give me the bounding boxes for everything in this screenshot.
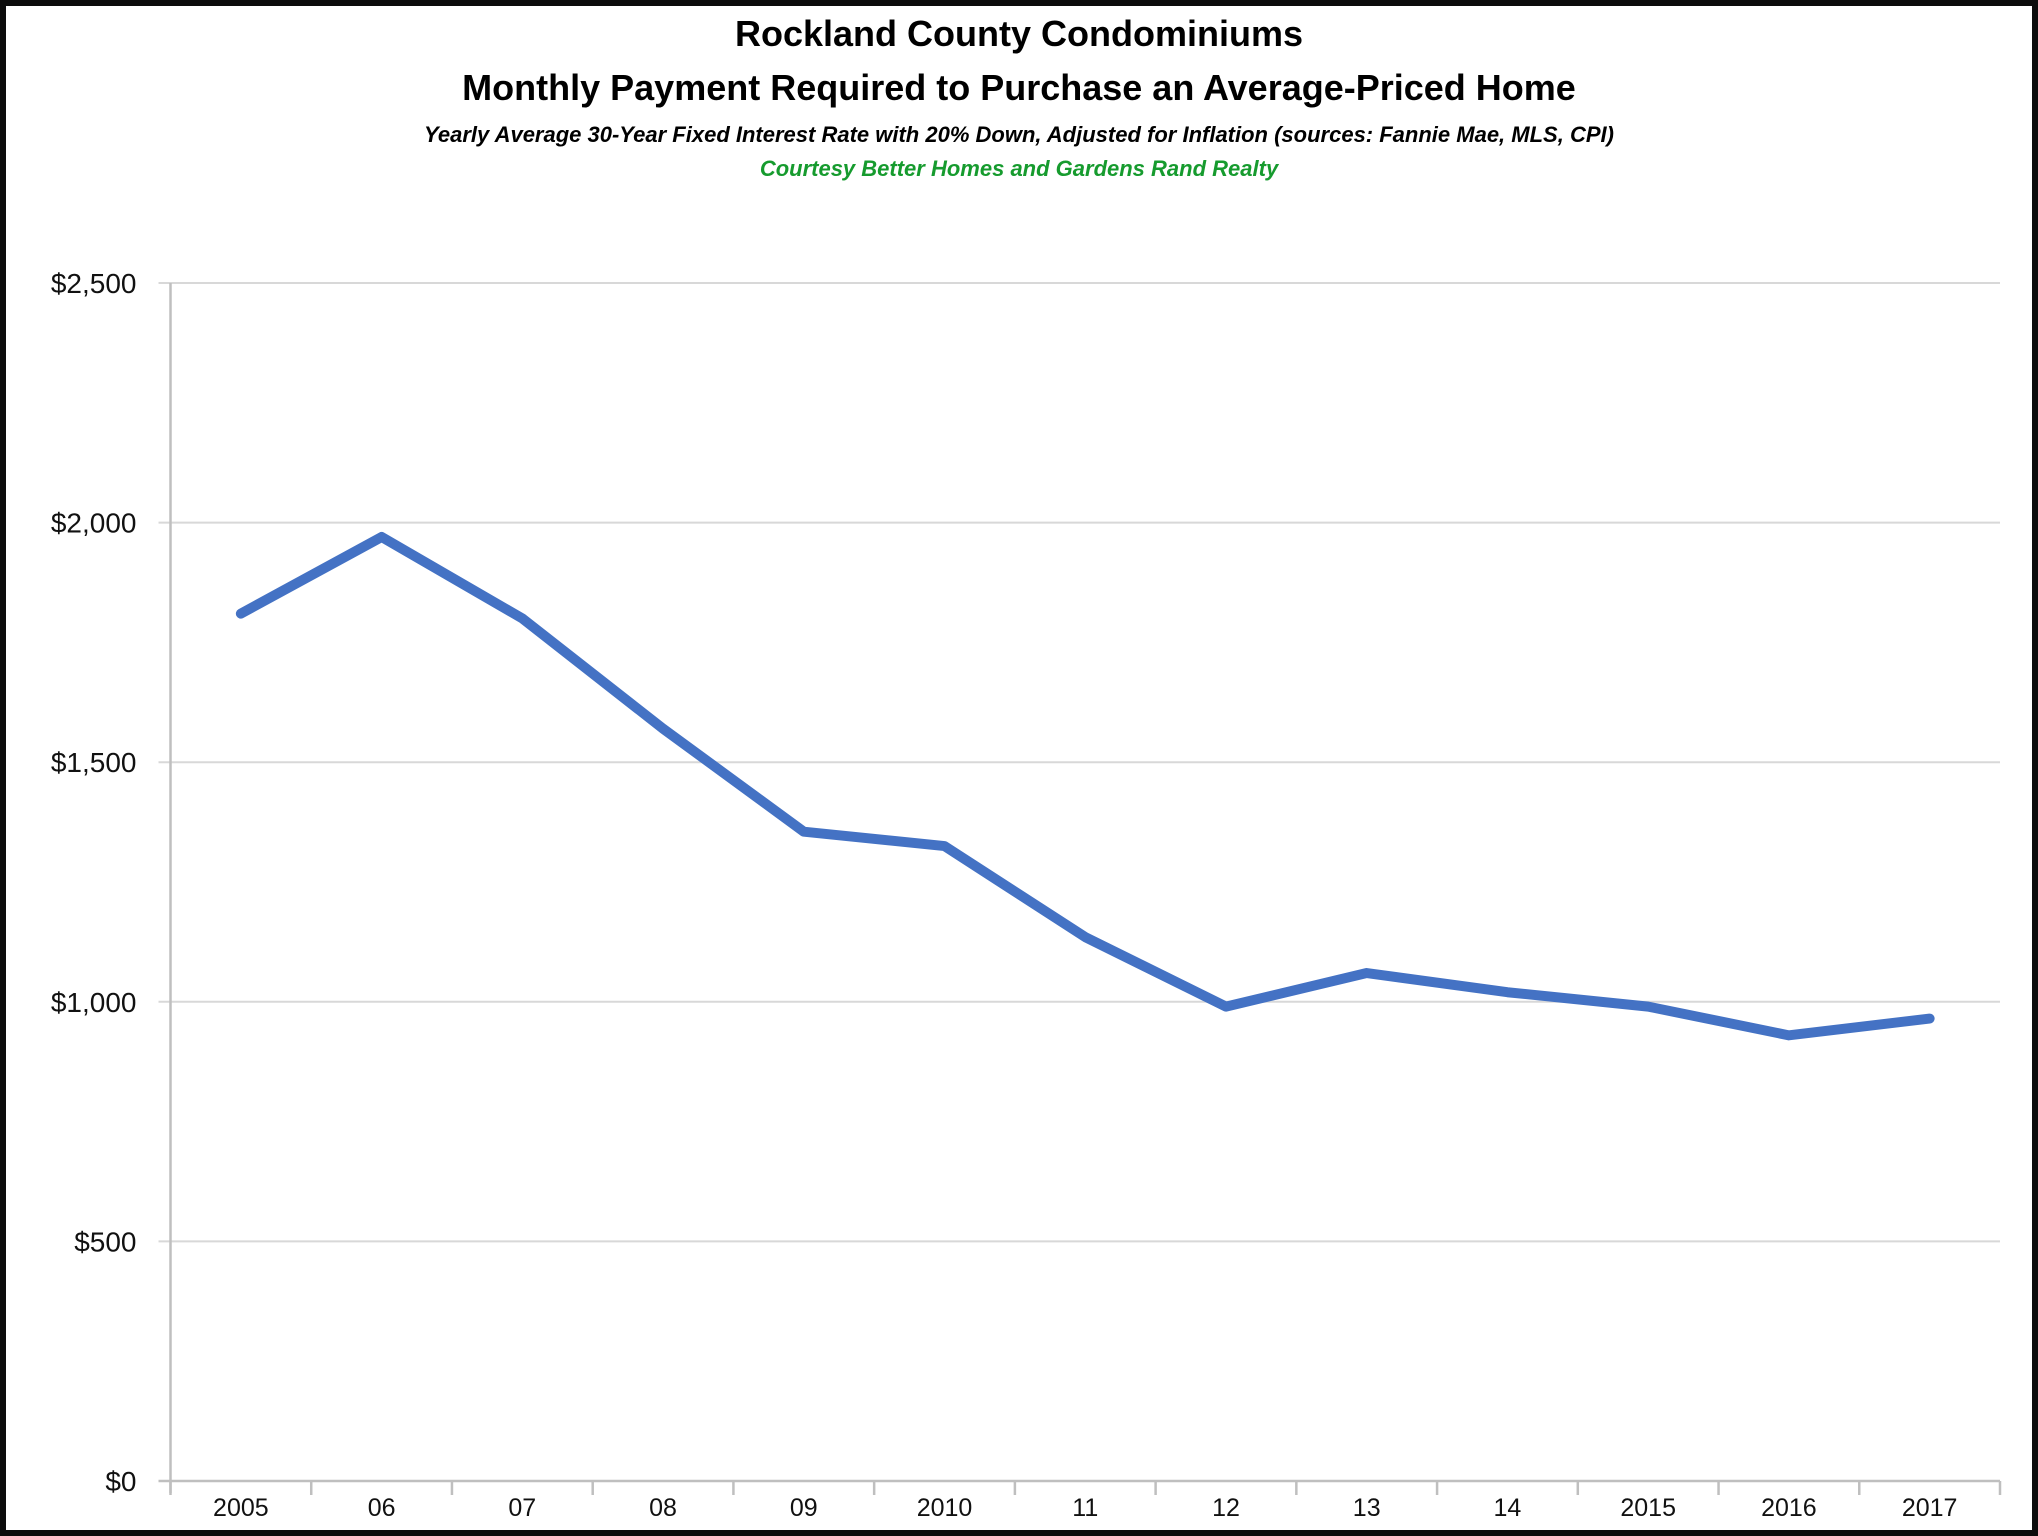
x-axis-tick-label: 2010 — [917, 1494, 973, 1522]
chart-courtesy-credit: Courtesy Better Homes and Gardens Rand R… — [759, 156, 1279, 181]
x-axis-tick-label: 2017 — [1902, 1494, 1958, 1522]
x-axis-tick-label: 2015 — [1620, 1494, 1676, 1522]
x-axis-tick-label: 13 — [1353, 1494, 1381, 1522]
y-axis-tick-label: $500 — [74, 1226, 136, 1257]
x-axis-tick-label: 14 — [1494, 1494, 1522, 1522]
x-axis-tick-label: 08 — [649, 1494, 677, 1522]
chart-title-line1: Rockland County Condominiums — [734, 13, 1303, 54]
chart-header: Rockland County Condominiums Monthly Pay… — [0, 0, 2038, 182]
payment-series-line — [235, 531, 1935, 1041]
x-axis-tick-label: 06 — [368, 1494, 396, 1522]
x-axis-tick-label: 07 — [508, 1494, 536, 1522]
x-axis-tick-label: 2005 — [213, 1494, 269, 1522]
x-axis-tick-label: 12 — [1212, 1494, 1240, 1522]
x-axis-tick-label: 09 — [790, 1494, 818, 1522]
y-axis-tick-label: $1,500 — [51, 747, 137, 778]
y-axis-tick-label: $2,000 — [51, 508, 137, 539]
chart-subtitle: Yearly Average 30-Year Fixed Interest Ra… — [424, 122, 1614, 147]
x-axis-tick-label: 11 — [1072, 1494, 1098, 1522]
x-axis-tick-label: 2016 — [1761, 1494, 1817, 1522]
y-axis-tick-label: $0 — [105, 1466, 136, 1497]
y-axis-tick-label: $1,000 — [51, 987, 137, 1018]
y-axis-tick-label: $2,500 — [51, 268, 137, 299]
chart-title-line2: Monthly Payment Required to Purchase an … — [462, 67, 1576, 108]
